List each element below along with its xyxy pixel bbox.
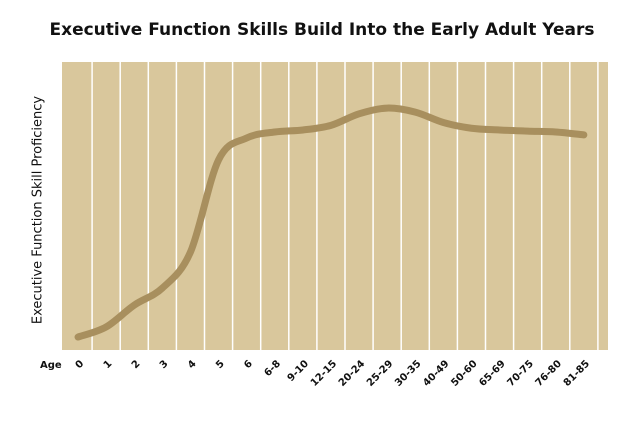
x-tick-label: 81-85 — [562, 358, 592, 388]
line — [74, 104, 588, 341]
plot-area — [62, 62, 608, 350]
x-tick-label: 12-15 — [309, 358, 339, 388]
x-tick-label: 65-69 — [477, 358, 507, 388]
x-tick-label: 76-80 — [534, 358, 564, 388]
x-tick-label: 1 — [102, 358, 115, 371]
y-axis-label: Executive Function Skill Proficiency — [31, 96, 46, 325]
x-tick-label: 40-49 — [421, 358, 451, 388]
x-tick-label: 70-75 — [505, 358, 535, 388]
x-tick-label: 2 — [130, 358, 143, 371]
x-tick-label: 30-35 — [393, 358, 423, 388]
x-tick-label: 25-29 — [365, 358, 395, 388]
x-tick-label: 6 — [242, 358, 255, 371]
x-tick-label: 5 — [214, 358, 227, 371]
x-tick-label: 50-60 — [449, 358, 479, 388]
x-tick-label: 20-24 — [337, 358, 367, 388]
x-tick-label: 3 — [158, 358, 171, 371]
x-tick-label: 0 — [74, 358, 87, 371]
chart-title: Executive Function Skills Build Into the… — [49, 20, 594, 40]
x-tick-label: 4 — [186, 358, 199, 371]
x-tick-label: 6-8 — [262, 358, 283, 379]
x-tick-label: 9-10 — [286, 358, 312, 384]
x-axis-label: Age — [40, 360, 62, 371]
